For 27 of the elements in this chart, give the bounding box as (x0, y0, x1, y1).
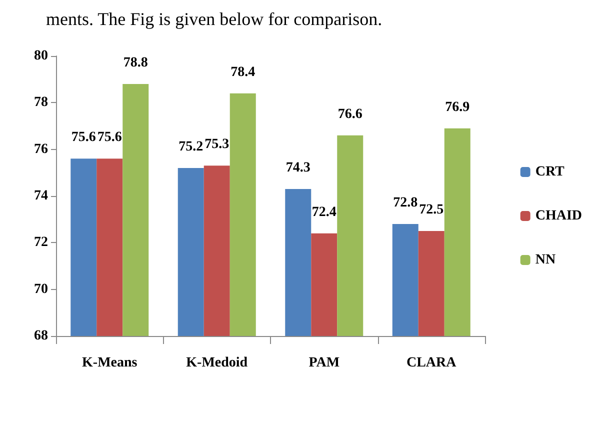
legend-label: NN (535, 252, 556, 268)
data-label: 72.4 (312, 204, 336, 220)
data-label: 72.8 (393, 196, 418, 210)
data-label: 78.4 (230, 64, 256, 80)
y-tick-label: 72 (34, 235, 48, 250)
data-label: 75.6 (97, 130, 122, 146)
x-tick-label: K-Means (82, 356, 138, 370)
data-label: 74.3 (286, 160, 310, 176)
y-tick-label: 80 (34, 48, 48, 64)
x-tick-label: K-Medoid (186, 356, 248, 370)
data-label: 72.5 (419, 202, 444, 218)
y-tick-label: 76 (34, 142, 48, 157)
y-tick-label: 74 (34, 188, 48, 204)
x-tick-label: CLARA (406, 356, 458, 370)
data-label: 75.2 (178, 140, 204, 154)
legend-label: CHAID (535, 208, 582, 224)
data-label: 75.3 (204, 137, 230, 152)
data-label: 76.9 (445, 100, 470, 115)
data-label: 76.6 (338, 106, 362, 122)
data-label: 75.6 (71, 130, 96, 146)
y-tick-label: 68 (34, 328, 48, 344)
y-tick-label: 78 (34, 95, 48, 110)
x-tick-label: PAM (308, 356, 340, 370)
legend-label: CRT (535, 164, 566, 180)
y-tick-label: 70 (34, 282, 48, 297)
text: ments. The Fig is given below for comparison. (46, 9, 382, 29)
data-label: 78.8 (123, 56, 148, 70)
